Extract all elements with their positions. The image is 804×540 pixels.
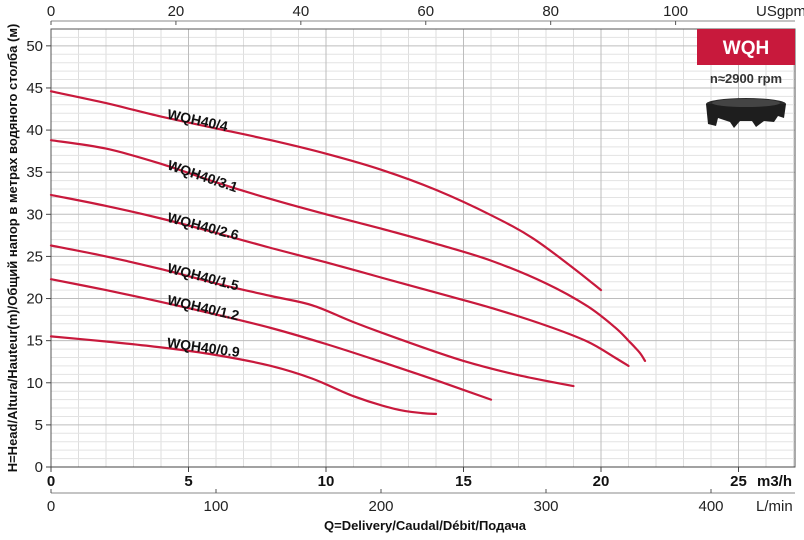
lpm-tick-label: 200 bbox=[368, 498, 393, 515]
curve-labels: WQH40/4WQH40/3.1WQH40/2.6WQH40/1.5WQH40/… bbox=[166, 106, 241, 360]
usgpm-tick-label: 20 bbox=[168, 3, 185, 20]
pump-curve-wqh40-1-2 bbox=[49, 278, 493, 401]
head-axis: 0 5 10 15 20 25 30 35 40 45 50 bbox=[26, 38, 51, 476]
pump-curves bbox=[49, 90, 647, 415]
x-tick-label: 20 bbox=[593, 473, 610, 490]
usgpm-tick-label: 0 bbox=[47, 3, 55, 20]
y-tick-label: 35 bbox=[26, 164, 43, 181]
y-tick-label: 30 bbox=[26, 206, 43, 223]
lpm-tick-label: 0 bbox=[47, 498, 55, 515]
y-tick-label: 0 bbox=[35, 459, 43, 476]
y-tick-label: 20 bbox=[26, 291, 43, 308]
x-tick-label: 15 bbox=[455, 473, 472, 490]
usgpm-tick-label: 80 bbox=[542, 3, 559, 20]
model-badge bbox=[697, 29, 795, 65]
speed-label: n≈2900 rpm bbox=[710, 71, 782, 86]
usgpm-tick-label: 100 bbox=[663, 3, 688, 20]
minor-grid bbox=[51, 28, 795, 467]
lpm-unit-label: L/min bbox=[756, 498, 793, 515]
y-tick-label: 5 bbox=[35, 417, 43, 434]
pump-curve-wqh40-3-1 bbox=[49, 139, 647, 362]
usgpm-unit-label: USgpm bbox=[756, 3, 804, 20]
impeller-icon bbox=[706, 98, 786, 128]
flow-axis-m3h: 0 5 10 15 20 25 bbox=[47, 466, 795, 490]
usgpm-axis: 0 20 40 60 80 100 bbox=[47, 3, 795, 25]
x-axis-title: Q=Delivery/Caudal/Débit/Подача bbox=[324, 518, 527, 533]
y-axis-title: H=Head/Altura/Hauteur(m)/Общий напор в м… bbox=[5, 24, 20, 473]
x-tick-label: 0 bbox=[47, 473, 55, 490]
curve-label: WQH40/1.2 bbox=[166, 292, 241, 324]
model-badge-text: WQH bbox=[723, 38, 769, 59]
curve-label: WQH40/0.9 bbox=[166, 334, 241, 360]
pump-curve-wqh40-4 bbox=[49, 90, 603, 292]
y-tick-label: 25 bbox=[26, 248, 43, 265]
y-tick-label: 50 bbox=[26, 38, 43, 55]
y-tick-label: 10 bbox=[26, 375, 43, 392]
lpm-tick-label: 400 bbox=[698, 498, 723, 515]
usgpm-tick-label: 40 bbox=[292, 3, 309, 20]
pump-curve-wqh40-1-5 bbox=[49, 244, 575, 388]
pump-curve-wqh40-2-6 bbox=[49, 193, 630, 367]
x-tick-label: 5 bbox=[184, 473, 192, 490]
y-tick-label: 45 bbox=[26, 80, 43, 97]
flow-axis-lpm: 0 100 200 300 400 bbox=[47, 489, 795, 515]
usgpm-tick-label: 60 bbox=[417, 3, 434, 20]
y-tick-label: 15 bbox=[26, 333, 43, 350]
m3h-unit-label: m3/h bbox=[757, 473, 792, 490]
x-tick-label: 25 bbox=[730, 473, 747, 490]
lpm-tick-label: 100 bbox=[203, 498, 228, 515]
x-tick-label: 10 bbox=[318, 473, 335, 490]
lpm-tick-label: 300 bbox=[533, 498, 558, 515]
y-tick-label: 40 bbox=[26, 122, 43, 139]
pump-curve-wqh40-0-9 bbox=[49, 335, 438, 415]
